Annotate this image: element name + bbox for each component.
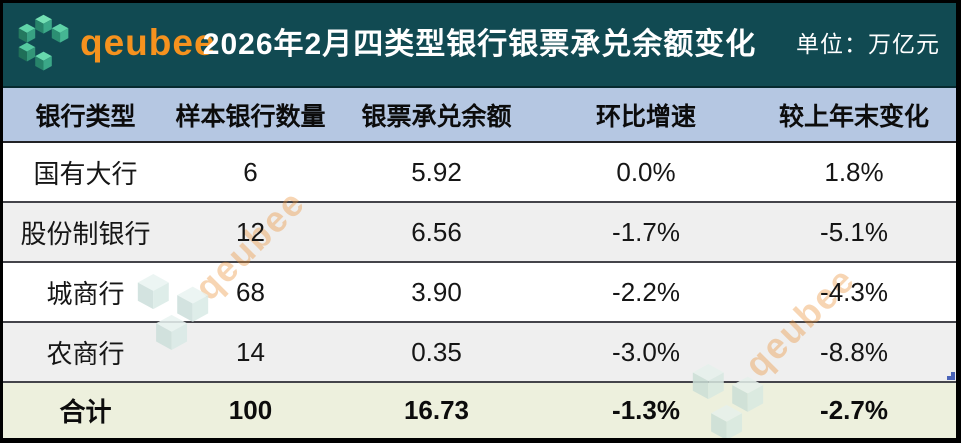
cell-balance: 0.35 xyxy=(411,336,462,367)
cell-total-ytd-change: -2.7% xyxy=(820,395,888,425)
table-row: 城商行 68 3.90 -2.2% -4.3% xyxy=(3,261,956,321)
cell-ytd-change: -4.3% xyxy=(820,276,888,307)
cell-bank-type: 国有大行 xyxy=(33,158,138,189)
cell-balance: 3.90 xyxy=(411,276,462,307)
selection-handle-marker xyxy=(947,372,955,380)
cell-mom-growth: -3.0% xyxy=(612,336,680,367)
cell-ytd-change: 1.8% xyxy=(824,156,884,187)
cell-balance: 5.92 xyxy=(411,156,462,187)
column-header-ytd-change: 较上年末变化 xyxy=(778,102,929,131)
cell-total-sample-count: 100 xyxy=(228,395,273,425)
table-row: 国有大行 6 5.92 0.0% 1.8% xyxy=(3,141,956,201)
infographic-page: qeubee 2026年2月四类型银行银票承兑余额变化 单位：万亿元 银行类型 … xyxy=(3,3,956,438)
cell-mom-growth: -1.7% xyxy=(612,216,680,247)
cell-sample-count: 6 xyxy=(243,156,258,187)
cell-sample-count: 12 xyxy=(236,216,265,247)
cell-sample-count: 68 xyxy=(236,276,265,307)
column-header-bank-type: 银行类型 xyxy=(35,102,136,131)
table-total-row: 合计 100 16.73 -1.3% -2.7% xyxy=(3,381,956,438)
cell-mom-growth: 0.0% xyxy=(616,156,676,187)
cell-balance: 6.56 xyxy=(411,216,462,247)
cell-total-mom-growth: -1.3% xyxy=(612,395,680,425)
table-header-row: 银行类型 样本银行数量 银票承兑余额 环比增速 较上年末变化 xyxy=(3,88,956,141)
cell-total-balance: 16.73 xyxy=(403,395,470,425)
table-row: 股份制银行 12 6.56 -1.7% -5.1% xyxy=(3,201,956,261)
cell-sample-count: 14 xyxy=(236,336,265,367)
cell-bank-type: 股份制银行 xyxy=(20,218,151,249)
table-row: 农商行 14 0.35 -3.0% -8.8% xyxy=(3,321,956,381)
unit-label: 单位：万亿元 xyxy=(796,31,940,57)
column-header-sample-count: 样本银行数量 xyxy=(175,102,326,131)
cell-total-label: 合计 xyxy=(59,397,112,427)
cell-ytd-change: -8.8% xyxy=(820,336,888,367)
cell-mom-growth: -2.2% xyxy=(612,276,680,307)
logo-text: qeubee xyxy=(80,22,216,63)
cell-bank-type: 城商行 xyxy=(46,278,125,309)
data-table: 银行类型 样本银行数量 银票承兑余额 环比增速 较上年末变化 国有大行 6 5.… xyxy=(3,88,956,438)
header-banner: qeubee 2026年2月四类型银行银票承兑余额变化 单位：万亿元 xyxy=(3,3,956,88)
column-header-mom-growth: 环比增速 xyxy=(595,102,696,131)
logo: qeubee xyxy=(17,13,216,73)
cell-ytd-change: -5.1% xyxy=(820,216,888,247)
column-header-balance: 银票承兑余额 xyxy=(361,102,512,131)
qeubee-logo-icon xyxy=(18,14,69,71)
page-title: 2026年2月四类型银行银票承兑余额变化 xyxy=(202,28,757,61)
cell-bank-type: 农商行 xyxy=(46,338,125,369)
